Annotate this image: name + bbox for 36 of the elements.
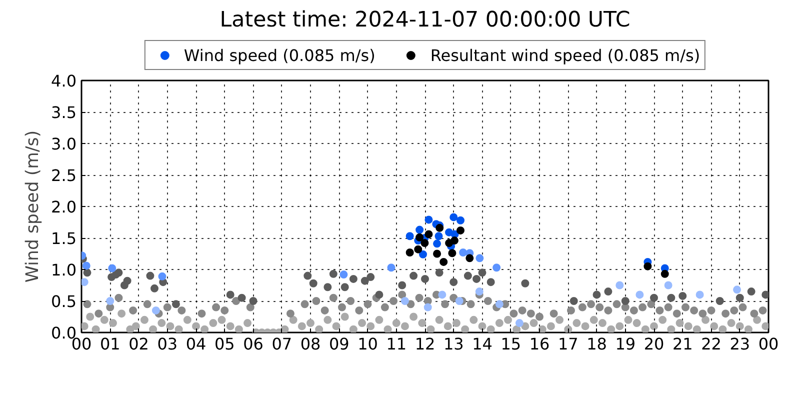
x-tick-label: 14 bbox=[472, 334, 492, 354]
y-axis-title: Wind speed (m/s) bbox=[23, 130, 44, 283]
chart-title: Latest time: 2024-11-07 00:00:00 UTC bbox=[220, 8, 630, 32]
y-tick-label: 1.0 bbox=[51, 260, 77, 280]
x-tick-label: 18 bbox=[586, 334, 607, 354]
x-tick-label: 12 bbox=[414, 334, 436, 354]
y-tick-label: 3.0 bbox=[51, 134, 77, 154]
y-tick-label: 4.0 bbox=[51, 72, 77, 90]
x-tick-label: 02 bbox=[128, 334, 149, 354]
x-tick-label: 10 bbox=[358, 334, 378, 354]
x-tick-label: 15 bbox=[500, 334, 522, 354]
y-tick-label: 3.5 bbox=[51, 103, 77, 122]
x-tick-label: 06 bbox=[243, 334, 264, 354]
x-tick-label: 16 bbox=[529, 334, 550, 354]
x-tick-label: 21 bbox=[672, 334, 693, 354]
x-tick-label: 20 bbox=[644, 334, 664, 354]
x-tick-label: 03 bbox=[157, 334, 178, 354]
x-tick-label: 23 bbox=[730, 334, 750, 354]
legend-label: Wind speed (0.085 m/s) bbox=[184, 46, 376, 64]
x-tick-label: 01 bbox=[100, 334, 120, 354]
x-tick-label: 09 bbox=[328, 334, 350, 354]
y-tick-label: 1.5 bbox=[51, 229, 77, 248]
x-tick-label: 11 bbox=[386, 334, 407, 354]
x-tick-label: 22 bbox=[701, 334, 722, 354]
x-tick-label: 08 bbox=[300, 334, 321, 354]
y-tick-label: 2.0 bbox=[51, 198, 77, 216]
x-tick-label: 13 bbox=[443, 334, 464, 354]
x-tick-label: 19 bbox=[615, 334, 636, 354]
y-tick-label: 2.5 bbox=[51, 166, 77, 185]
x-tick-label: 04 bbox=[186, 334, 206, 354]
legend-label: Resultant wind speed (0.085 m/s) bbox=[430, 46, 700, 64]
x-tick-label: 00 bbox=[758, 334, 779, 354]
x-tick-label: 17 bbox=[558, 334, 578, 354]
y-tick-label: 0.5 bbox=[51, 292, 77, 311]
x-tick-label: 05 bbox=[214, 334, 235, 354]
x-tick-label: 07 bbox=[272, 334, 292, 354]
